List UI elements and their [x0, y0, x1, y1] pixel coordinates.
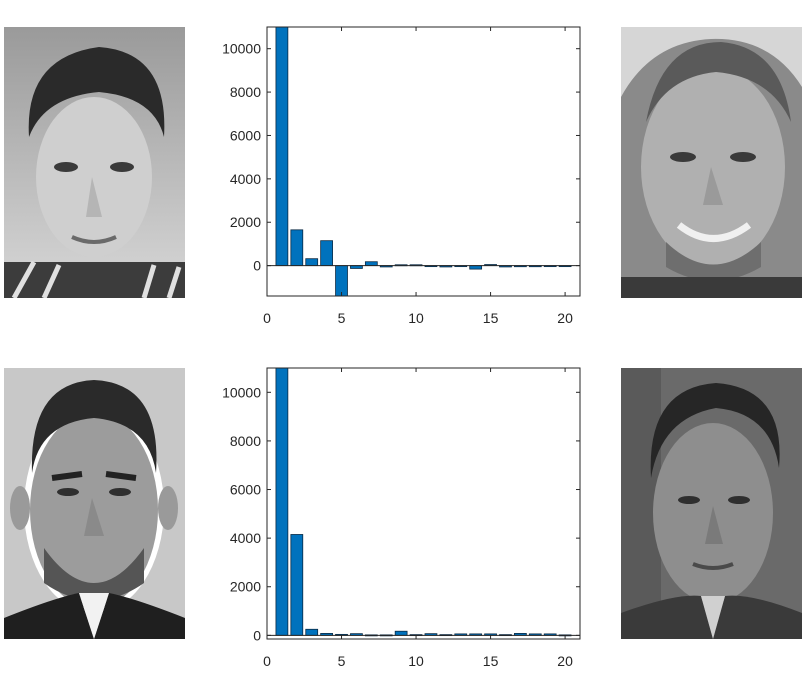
bar-chart-bottom: 0 2000 4000 6000 8000 10000 0 5 10 15 20 — [222, 368, 580, 669]
bar — [291, 534, 303, 635]
plot-area — [267, 368, 580, 639]
y-tick-label: 8000 — [230, 84, 261, 100]
x-tick-label: 15 — [483, 310, 499, 326]
bar — [306, 629, 318, 635]
x-tick-label: 20 — [557, 653, 573, 669]
x-tick-label: 5 — [338, 310, 346, 326]
x-tick-label: 20 — [557, 310, 573, 326]
x-tick-label: 10 — [408, 653, 424, 669]
bar — [276, 27, 288, 266]
bar — [306, 259, 318, 266]
y-tick-label: 10000 — [222, 41, 261, 57]
bar — [321, 241, 333, 266]
x-tick-label: 0 — [263, 310, 271, 326]
bar — [470, 266, 482, 269]
y-tick-label: 6000 — [230, 482, 261, 498]
bar — [395, 631, 407, 635]
y-tick-label: 8000 — [230, 433, 261, 449]
x-tick-label: 15 — [483, 653, 499, 669]
y-tick-label: 4000 — [230, 530, 261, 546]
y-tick-label: 4000 — [230, 171, 261, 187]
bar-chart-top: 0 2000 4000 6000 8000 10000 0 5 10 15 20 — [222, 27, 580, 326]
x-tick-label: 0 — [263, 653, 271, 669]
plot-area — [267, 27, 580, 296]
bar — [276, 368, 288, 635]
y-tick-label: 0 — [253, 258, 261, 274]
x-tick-label: 5 — [338, 653, 346, 669]
bar — [291, 230, 303, 266]
y-tick-label: 10000 — [222, 384, 261, 400]
y-tick-label: 6000 — [230, 127, 261, 143]
y-tick-label: 2000 — [230, 579, 261, 595]
bar — [365, 262, 377, 266]
x-tick-label: 10 — [408, 310, 424, 326]
y-tick-label: 2000 — [230, 214, 261, 230]
y-tick-label: 0 — [253, 627, 261, 643]
